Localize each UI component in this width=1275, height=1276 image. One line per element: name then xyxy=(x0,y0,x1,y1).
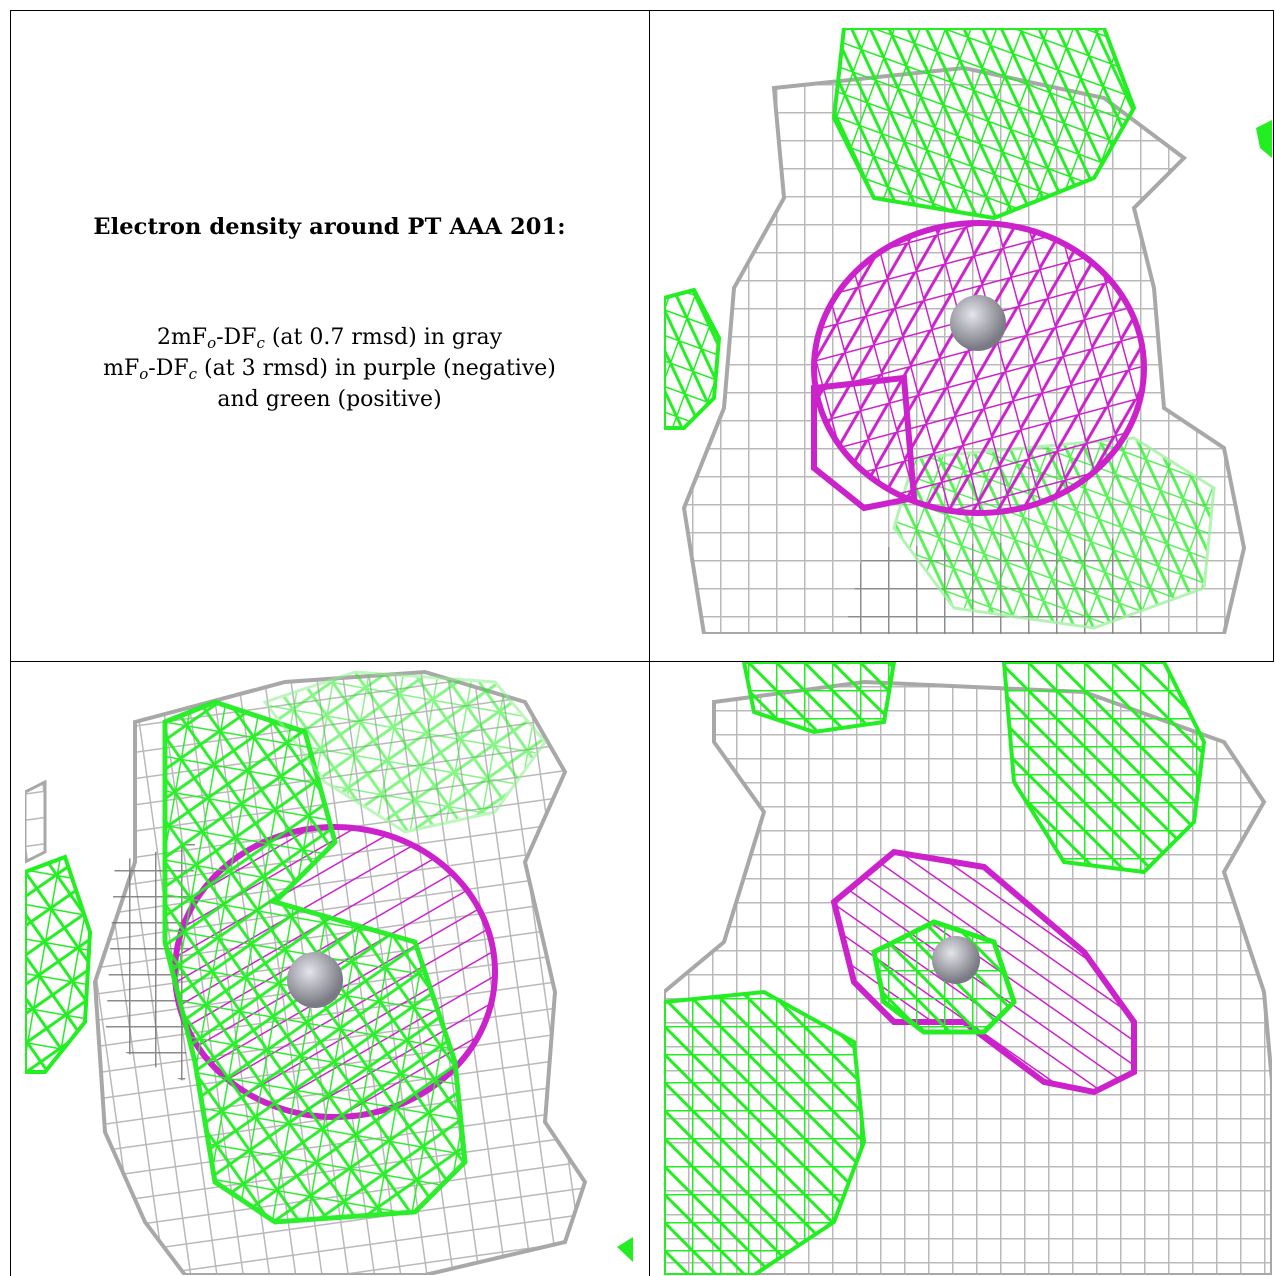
green-mesh-left xyxy=(25,854,93,1074)
view-top-right xyxy=(664,28,1272,634)
legend-line-difference: mFo-DFc (at 3 rmsd) in purple (negative) xyxy=(103,356,556,383)
density-mesh-bottom-right xyxy=(664,662,1272,1275)
atom-sphere xyxy=(950,295,1006,351)
view-bottom-right xyxy=(664,662,1272,1275)
green-mesh-top-left xyxy=(741,662,897,735)
green-mesh-corner xyxy=(617,1237,633,1262)
table-border-top xyxy=(10,10,1274,11)
caption-cell: Electron density around PT AAA 201: 2mFo… xyxy=(11,11,648,661)
green-mesh-top xyxy=(262,670,547,834)
green-mesh-bottom-left xyxy=(664,989,867,1275)
gray-mesh-left xyxy=(25,779,47,864)
atom-sphere xyxy=(932,936,980,984)
table-border-left xyxy=(10,10,11,1276)
green-mesh-top xyxy=(831,28,1137,221)
table-border-middle xyxy=(649,10,650,1276)
density-mesh-bottom-left xyxy=(25,669,633,1275)
density-mesh-top-right xyxy=(664,28,1272,634)
purple-mesh xyxy=(811,220,1147,516)
legend-line-positive: and green (positive) xyxy=(217,387,442,412)
table-border-row xyxy=(10,661,1274,662)
caption-title: Electron density around PT AAA 201: xyxy=(93,214,566,240)
purple-mesh-thick xyxy=(811,374,918,512)
view-bottom-left xyxy=(25,662,649,1275)
caption-legend: 2mFo-DFc (at 0.7 rmsd) in gray mFo-DFc (… xyxy=(103,322,556,415)
legend-line-gray: 2mFo-DFc (at 0.7 rmsd) in gray xyxy=(156,325,503,352)
green-mesh-top-right xyxy=(1001,662,1207,875)
green-mesh-corner xyxy=(1256,120,1272,158)
atom-sphere xyxy=(287,952,343,1008)
table-border-right xyxy=(1273,10,1274,662)
green-mesh-left xyxy=(664,287,722,430)
